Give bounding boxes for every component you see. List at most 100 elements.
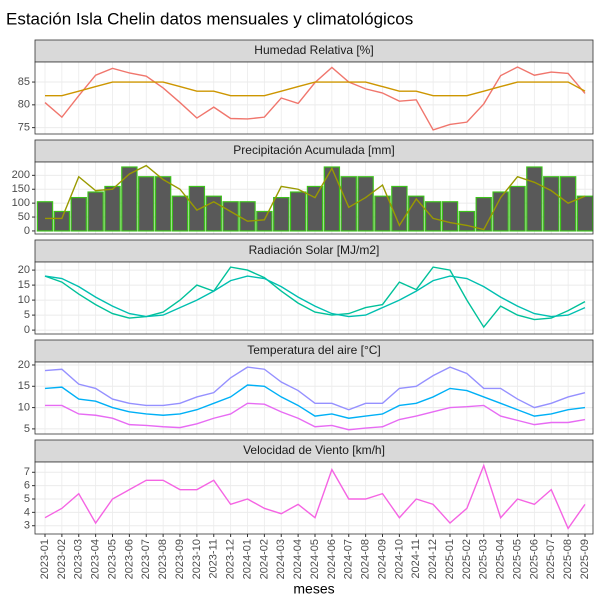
x-tick-label: 2025-05	[511, 539, 523, 579]
x-tick-label: 2023-12	[225, 539, 237, 579]
x-tick-label: 2023-08	[157, 539, 169, 579]
bar	[256, 210, 273, 232]
bar	[87, 191, 104, 232]
series-line	[45, 402, 586, 431]
y-tick-label: 4	[24, 506, 30, 518]
x-tick-label: 2023-05	[106, 539, 118, 579]
bar	[171, 195, 189, 232]
plot-area	[35, 362, 593, 434]
x-tick-label: 2023-06	[123, 539, 135, 579]
x-tick-label: 2025-09	[579, 539, 591, 579]
bar	[543, 176, 560, 232]
panel-border	[34, 161, 594, 235]
y-tick-label: 5	[24, 309, 30, 321]
series-line	[44, 463, 586, 530]
panel-title: Precipitación Acumulada [mm]	[233, 143, 394, 157]
series-line	[45, 164, 586, 231]
panel-title: Humedad Relativa [%]	[254, 43, 373, 57]
bar	[458, 210, 476, 232]
panel-border	[34, 61, 594, 135]
x-tick-label: 2024-08	[360, 539, 372, 579]
x-tick-label: 2024-04	[292, 539, 304, 579]
bar	[273, 196, 290, 232]
series-line	[44, 366, 586, 411]
bar	[408, 195, 425, 232]
y-tick-label: 20	[18, 264, 30, 276]
series-line	[45, 81, 586, 97]
chart-title: Estación Isla Chelin datos mensuales y c…	[6, 9, 413, 28]
y-tick-label: 10	[18, 294, 30, 306]
y-tick-label: 20	[18, 359, 30, 371]
y-tick-label: 0	[24, 324, 30, 336]
y-tick-label: 85	[18, 76, 30, 88]
bar	[526, 166, 543, 232]
bar	[357, 176, 374, 232]
x-tick-label: 2024-03	[275, 539, 287, 579]
panel-title: Temperatura del aire [°C]	[247, 343, 381, 357]
series-line	[44, 384, 586, 419]
bar	[441, 201, 459, 232]
bar	[70, 196, 87, 232]
bar	[475, 196, 492, 232]
y-tick-label: 6	[24, 480, 30, 492]
x-tick-label: 2023-11	[208, 539, 220, 579]
x-tick-label: 2025-06	[528, 539, 540, 579]
y-tick-label: 0	[24, 225, 30, 237]
x-tick-label: 2025-02	[461, 539, 473, 579]
bar	[138, 176, 155, 232]
bar	[154, 176, 172, 232]
y-tick-label: 10	[18, 401, 30, 413]
plot-area	[35, 462, 593, 534]
y-tick-label: 100	[12, 197, 30, 209]
y-tick-label: 5	[24, 423, 30, 435]
x-tick-label: 2024-09	[376, 539, 388, 579]
x-tick-label: 2024-10	[393, 539, 405, 579]
x-tick-label: 2023-10	[191, 539, 203, 579]
x-tick-label: 2025-01	[444, 539, 456, 579]
plot-area	[35, 262, 593, 334]
x-tick-label: 2024-01	[241, 539, 253, 579]
x-tick-label: 2024-11	[410, 539, 422, 579]
y-tick-label: 80	[18, 99, 30, 111]
bar	[340, 176, 357, 232]
x-tick-label: 2023-02	[56, 539, 68, 579]
bar	[205, 195, 222, 232]
bar	[239, 201, 256, 232]
x-tick-label: 2023-09	[174, 539, 186, 579]
x-tick-label: 2023-01	[39, 539, 51, 579]
bar	[576, 195, 594, 232]
panel-border	[34, 261, 594, 335]
x-tick-label: 2024-05	[309, 539, 321, 579]
y-tick-label: 7	[24, 466, 30, 478]
y-tick-label: 3	[24, 520, 30, 532]
x-tick-label: 2023-03	[73, 539, 85, 579]
x-tick-label: 2025-07	[545, 539, 557, 579]
bar	[104, 185, 121, 232]
x-tick-label: 2025-04	[495, 539, 507, 579]
bar	[306, 185, 324, 232]
bar	[121, 166, 138, 232]
bar	[509, 185, 526, 232]
bar	[53, 210, 71, 232]
plot-area	[35, 62, 593, 134]
bar	[374, 195, 391, 232]
y-tick-label: 5	[24, 493, 30, 505]
bar	[424, 201, 442, 232]
y-tick-label: 15	[18, 279, 30, 291]
bar	[36, 201, 54, 232]
bar	[188, 185, 206, 232]
x-axis-title: meses	[293, 581, 334, 597]
bar	[222, 201, 239, 232]
series-line	[44, 266, 586, 329]
x-tick-label: 2023-07	[140, 539, 152, 579]
panel-border	[34, 461, 594, 535]
y-tick-label: 75	[18, 122, 30, 134]
panel-title: Radiación Solar [MJ/m2]	[249, 243, 380, 257]
x-tick-label: 2024-02	[258, 539, 270, 579]
x-tick-label: 2024-12	[427, 539, 439, 579]
x-tick-label: 2025-08	[562, 539, 574, 579]
panel-border	[34, 361, 594, 435]
y-tick-label: 150	[12, 183, 30, 195]
panel-title: Velocidad de Viento [km/h]	[243, 443, 385, 457]
